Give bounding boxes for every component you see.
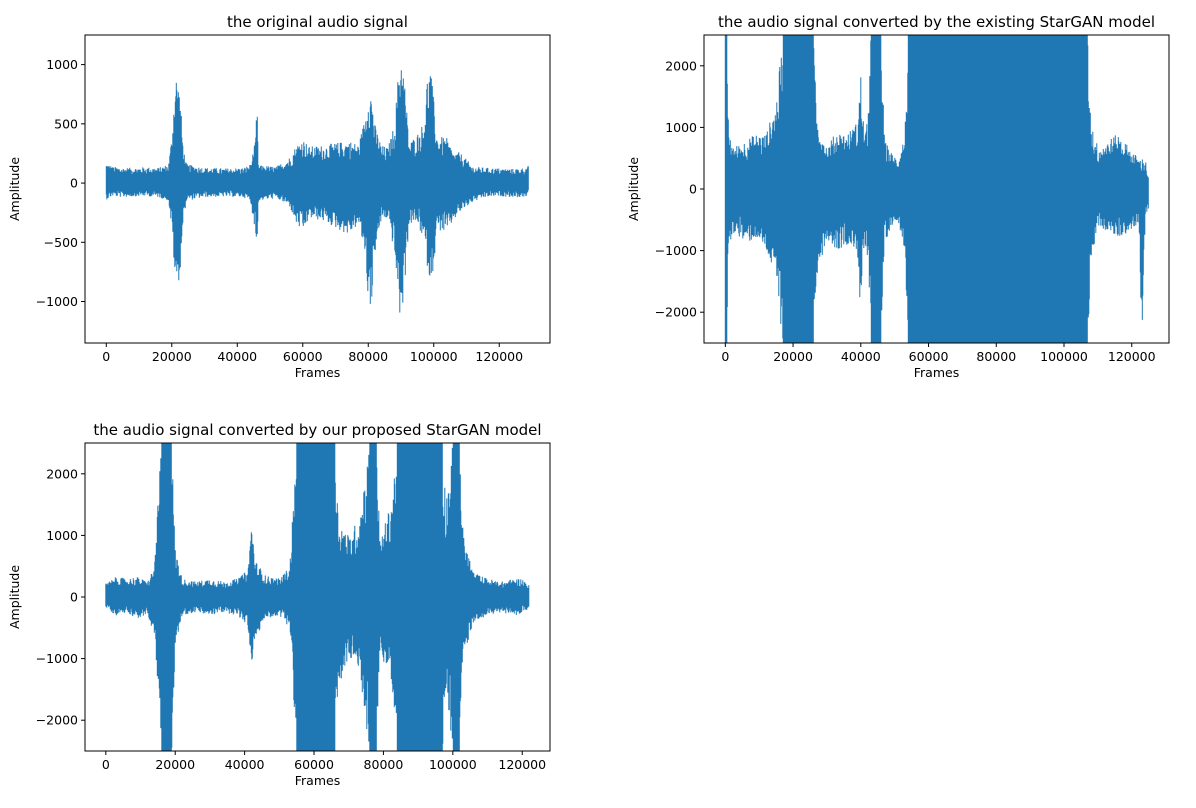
y-axis-label: Amplitude [7,565,22,629]
chart-original-signal: 0 20000 40000 60000 80000 100000 120000 −1000 −5… [7,13,551,380]
y-tick-label: −1000 [36,651,78,666]
y-tick-label: 1000 [665,120,697,135]
y-tick-label: −2000 [655,305,697,320]
y-tick-label: 0 [689,182,697,197]
x-axis-label: Frames [914,365,959,380]
y-axis-label: Amplitude [7,157,22,221]
chart-proposed-stargan: 0 20000 40000 60000 80000 100000 120000−2000−1… [7,421,551,788]
y-tick-label: 1000 [46,528,78,543]
x-tick-label: 80000 [348,349,388,364]
y-tick-label: −2000 [36,713,78,728]
signal-line [105,443,530,751]
x-tick-label: 80000 [364,757,404,772]
y-tick-label: 0 [70,590,78,605]
chart-title: the audio signal converted by our propos… [93,421,541,439]
x-tick-label: 100000 [429,757,477,772]
x-tick-label: 20000 [152,349,192,364]
x-axis-label: Frames [295,773,340,788]
y-tick-label: −1000 [655,243,697,258]
x-axis-label: Frames [295,365,340,380]
signal-line [724,35,1149,343]
x-tick-label: 120000 [475,349,523,364]
x-tick-label: 0 [721,349,729,364]
x-tick-label: 40000 [225,757,265,772]
x-tick-label: 120000 [498,757,546,772]
chart-title: the original audio signal [227,13,408,31]
x-tick-label: 100000 [1040,349,1088,364]
y-tick-label: −1000 [36,294,78,309]
axes-frame [84,34,551,344]
x-tick-label: 100000 [410,349,458,364]
y-tick-label: −500 [44,235,78,250]
y-tick-label: 2000 [665,58,697,73]
y-tick-label: 2000 [46,466,78,481]
x-tick-label: 60000 [294,757,334,772]
x-tick-label: 120000 [1108,349,1156,364]
signal-line [105,70,529,313]
y-tick-label: 1000 [46,57,78,72]
x-tick-label: 0 [102,757,110,772]
y-tick-label: 500 [54,116,78,131]
x-tick-label: 20000 [773,349,813,364]
y-axis-label: Amplitude [626,157,641,221]
x-tick-label: 40000 [841,349,881,364]
y-tick-label: 0 [70,176,78,191]
x-tick-label: 80000 [976,349,1016,364]
chart-existing-stargan: 0 20000 40000 60000 80000 100000 120000−2000−1… [626,13,1170,380]
x-tick-label: 0 [102,349,110,364]
x-tick-label: 20000 [155,757,195,772]
x-tick-label: 40000 [217,349,257,364]
x-tick-label: 60000 [909,349,949,364]
chart-title: the audio signal converted by the existi… [718,13,1155,31]
x-tick-label: 60000 [283,349,323,364]
